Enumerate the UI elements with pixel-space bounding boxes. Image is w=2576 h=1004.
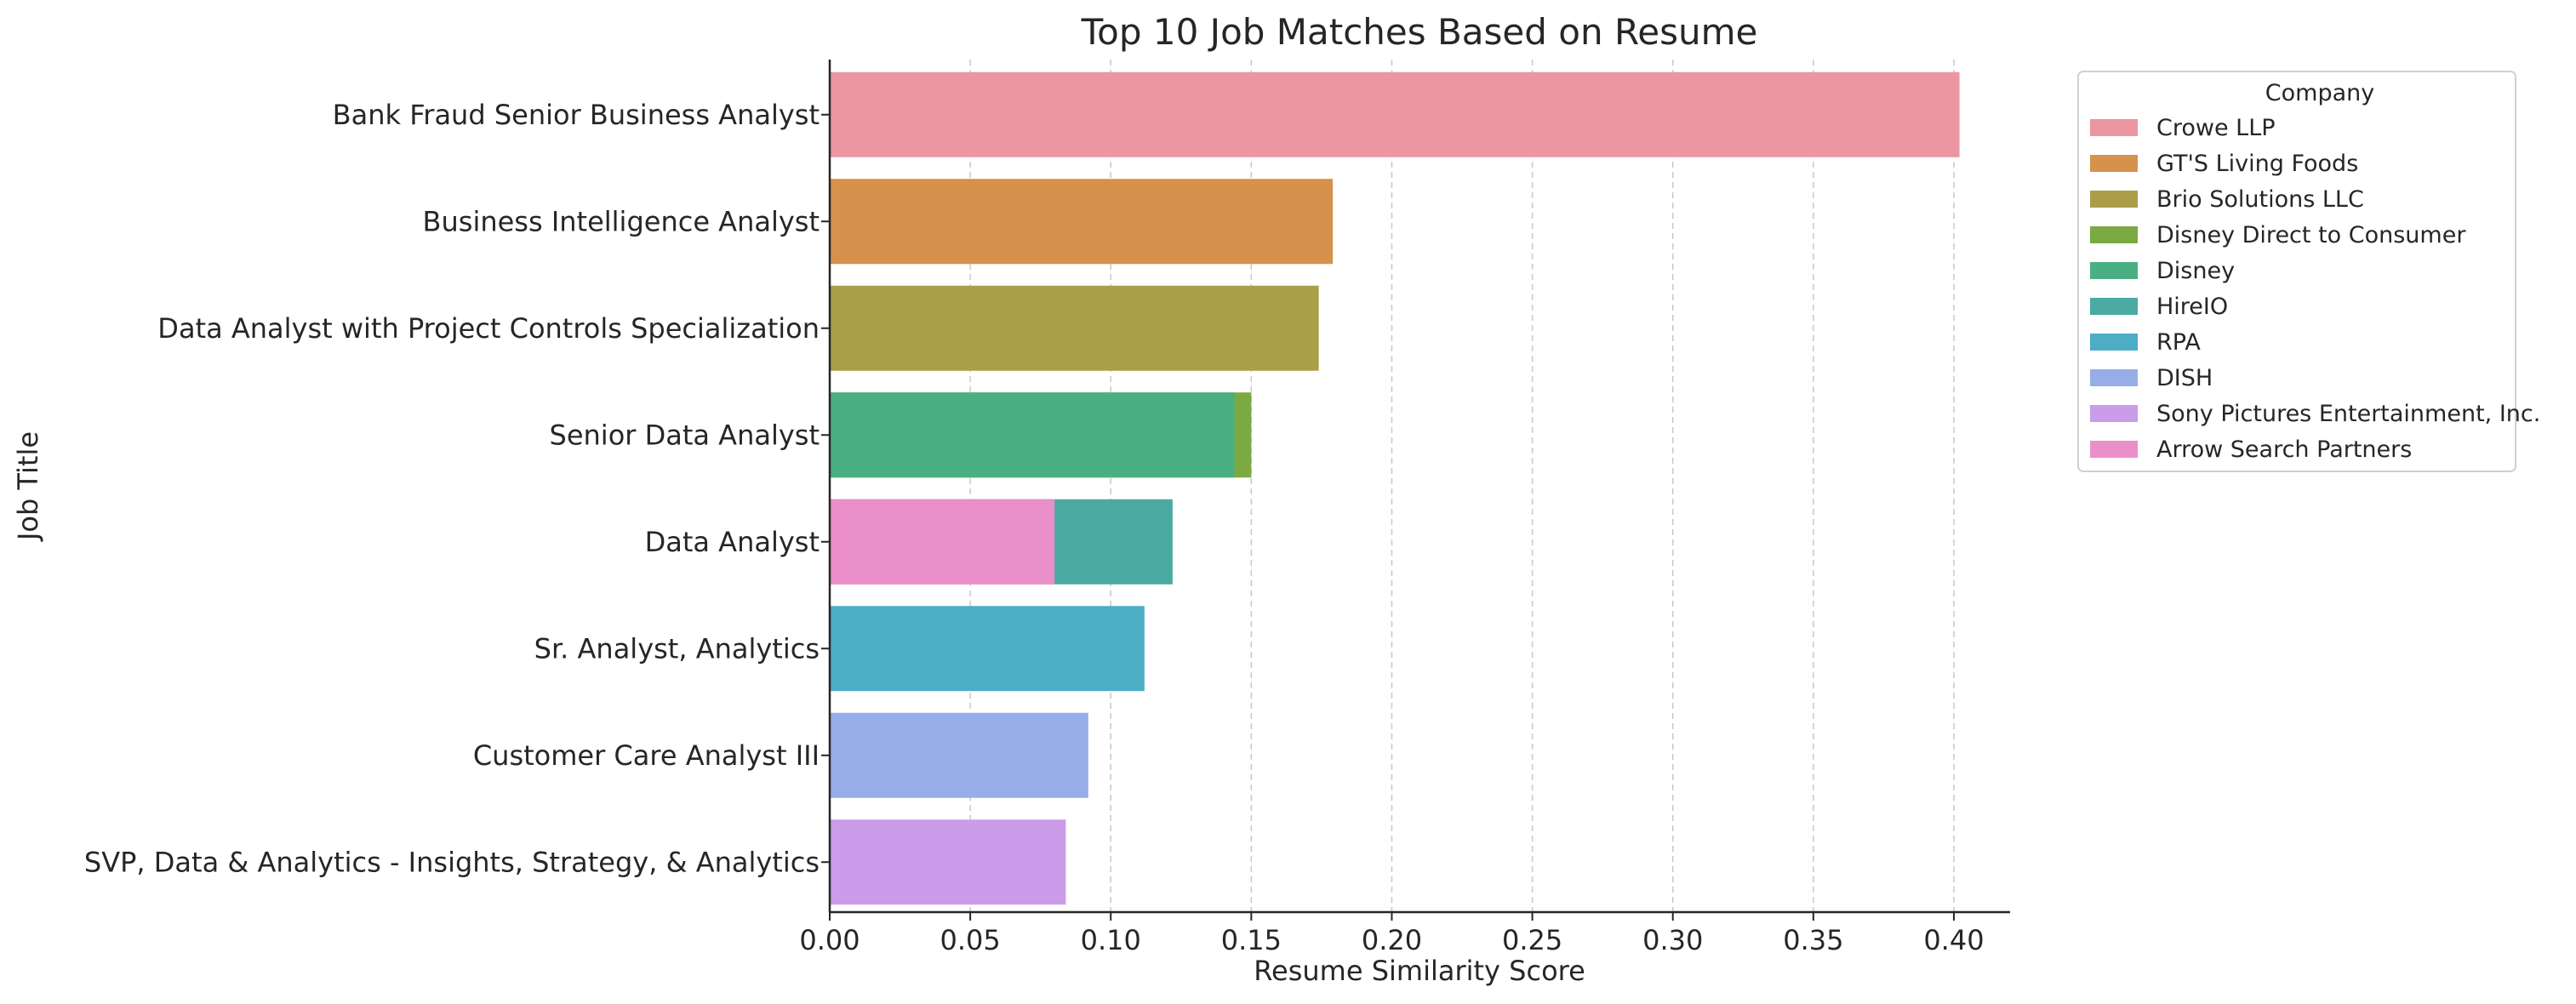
legend-swatch (2090, 441, 2138, 458)
bars (830, 71, 1960, 905)
legend-frame (2077, 71, 2516, 472)
legend-item-label: Arrow Search Partners (2156, 436, 2412, 463)
x-tick-label: 0.10 (1081, 924, 1141, 956)
bar (830, 285, 1319, 371)
x-tick-label: 0.35 (1783, 924, 1843, 956)
chart-title: Top 10 Job Matches Based on Resume (1081, 11, 1758, 53)
legend-swatch (2090, 334, 2138, 351)
x-tick-label: 0.20 (1362, 924, 1422, 956)
legend-items: Crowe LLP GT'S Living Foods Brio Solutions… (2090, 115, 2540, 463)
bar (830, 712, 1088, 798)
x-ticks: 0.00 0.05 0.10 0.15 0.20 0.25 0.30 0.35 0.40 (799, 912, 1985, 956)
y-category-label: Bank Fraud Senior Business Analyst (333, 99, 820, 131)
bar (830, 71, 1960, 157)
y-category-label: Sr. Analyst, Analytics (534, 632, 820, 665)
bar (830, 819, 1066, 905)
legend-swatch (2090, 298, 2138, 315)
x-tick-label: 0.00 (799, 924, 860, 956)
x-tick-label: 0.05 (940, 924, 1000, 956)
legend-item-label: Disney Direct to Consumer (2156, 222, 2466, 248)
legend-swatch (2090, 369, 2138, 386)
legend-swatch (2090, 405, 2138, 422)
y-axis-label: Job Title (12, 431, 44, 542)
legend-item-label: Disney (2156, 258, 2235, 284)
legend-title: Company (2265, 80, 2374, 106)
y-category-label: Customer Care Analyst III (473, 739, 820, 772)
legend-item-label: Crowe LLP (2156, 115, 2276, 141)
x-tick-label: 0.30 (1642, 924, 1703, 956)
x-tick-label: 0.25 (1502, 924, 1562, 956)
bar (830, 499, 1055, 585)
legend-item-label: DISH (2156, 365, 2213, 391)
legend-swatch (2090, 155, 2138, 172)
y-category-labels: Bank Fraud Senior Business Analyst Busine… (84, 99, 830, 878)
legend-item-label: Brio Solutions LLC (2156, 186, 2364, 213)
legend-item-label: GT'S Living Foods (2156, 151, 2358, 177)
legend-swatch (2090, 262, 2138, 279)
bar (830, 392, 1235, 478)
x-tick-label: 0.15 (1221, 924, 1282, 956)
y-category-label: Data Analyst (645, 526, 820, 558)
legend-swatch (2090, 226, 2138, 243)
y-category-label: SVP, Data & Analytics - Insights, Strate… (84, 846, 820, 878)
y-category-label: Business Intelligence Analyst (423, 205, 820, 237)
bar (830, 179, 1334, 265)
x-tick-label: 0.40 (1923, 924, 1984, 956)
legend-swatch (2090, 191, 2138, 208)
legend-item-label: Sony Pictures Entertainment, Inc. (2156, 401, 2540, 427)
y-category-label: Data Analyst with Project Controls Speci… (157, 312, 820, 345)
legend-item-label: RPA (2156, 329, 2201, 356)
x-axis-label: Resume Similarity Score (1254, 955, 1585, 987)
y-category-label: Senior Data Analyst (550, 419, 820, 451)
bar (830, 606, 1145, 692)
legend: Company Crowe LLP GT'S Living Foods Brio S… (2077, 71, 2540, 472)
legend-swatch (2090, 119, 2138, 136)
legend-item-label: HireIO (2156, 294, 2228, 320)
